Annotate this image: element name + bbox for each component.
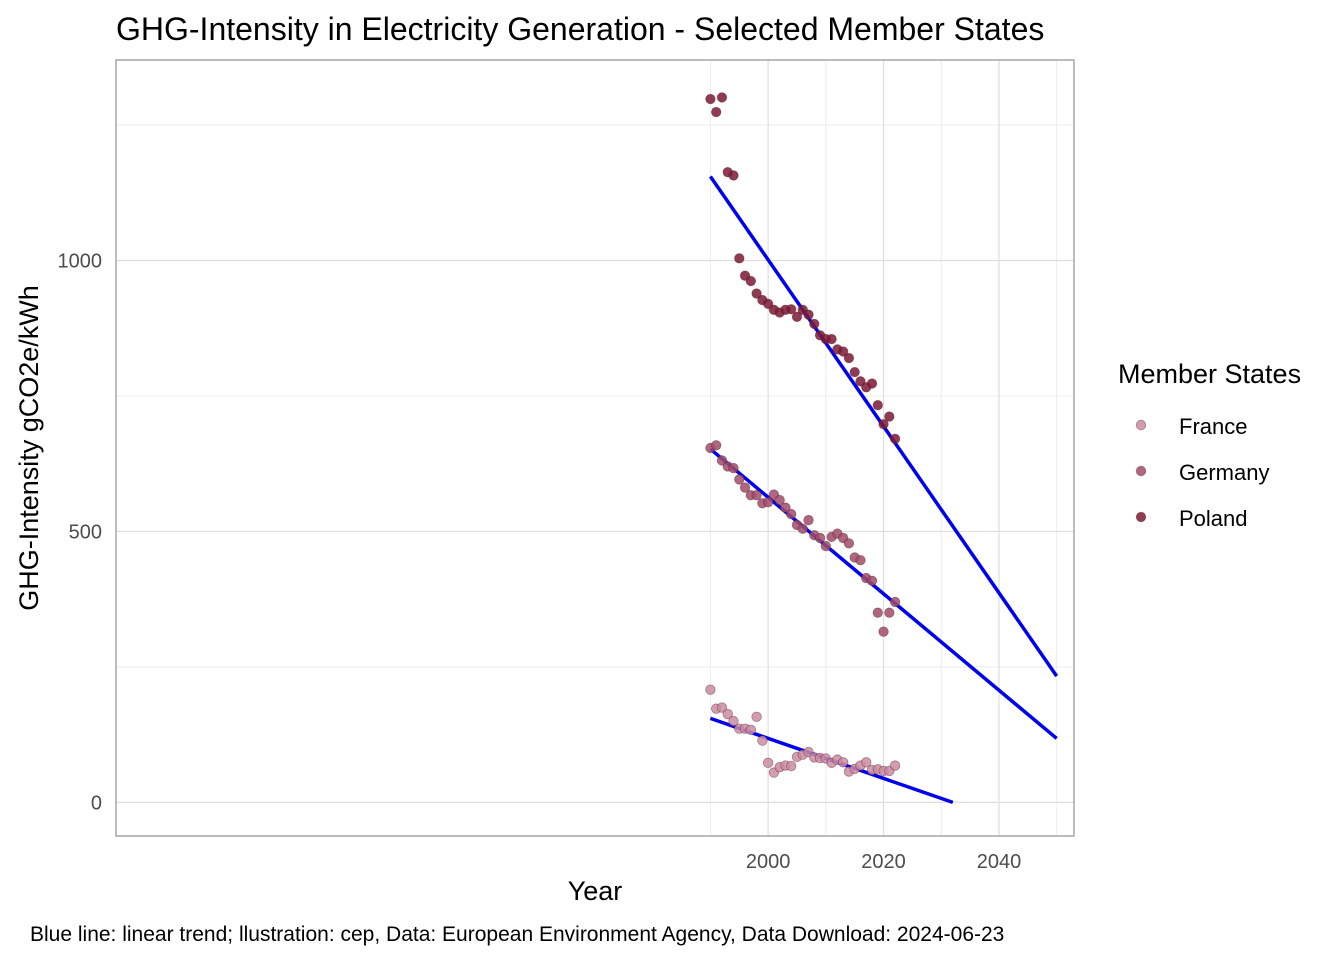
data-point	[751, 489, 762, 501]
data-point	[855, 376, 866, 387]
data-point	[820, 540, 832, 552]
data-point	[786, 304, 797, 315]
panel-border	[115, 59, 1075, 837]
data-point	[722, 708, 733, 720]
y-tick-label: 1000	[58, 251, 103, 273]
data-point	[878, 418, 889, 430]
data-point	[786, 760, 797, 772]
data-point	[855, 554, 866, 566]
data-point	[728, 170, 739, 181]
data-point	[745, 275, 757, 287]
x-tick-label: 2020	[861, 851, 906, 873]
chart-caption: Blue line: linear trend; llustration: ce…	[30, 923, 1004, 946]
series-france	[705, 684, 901, 778]
data-point	[849, 366, 860, 378]
legend-key-france	[1135, 419, 1147, 431]
x-axis-ticks: 2000 2020 2040	[746, 851, 1021, 873]
data-point	[745, 724, 757, 735]
data-point	[866, 378, 878, 389]
data-point	[716, 702, 728, 713]
data-point	[889, 596, 901, 608]
data-point	[751, 711, 762, 722]
legend-key-germany	[1135, 465, 1147, 477]
data-point	[780, 502, 791, 513]
data-point	[705, 93, 716, 105]
data-point	[728, 715, 739, 727]
data-point	[739, 482, 751, 493]
data-point	[803, 514, 814, 526]
data-point	[826, 333, 837, 345]
legend-label-poland: Poland	[1179, 506, 1248, 531]
data-point	[757, 735, 768, 746]
data-point	[751, 288, 762, 299]
data-point	[705, 684, 716, 695]
x-tick-label: 2000	[746, 851, 791, 873]
data-point	[786, 508, 797, 520]
data-point	[872, 399, 883, 411]
data-point	[791, 311, 803, 323]
data-point	[843, 352, 855, 364]
chart-title: GHG-Intensity in Electricity Generation …	[116, 11, 1044, 47]
data-point	[728, 462, 739, 474]
data-point	[762, 757, 774, 769]
legend-label-france: France	[1179, 414, 1247, 439]
data-point	[716, 455, 728, 466]
data-point	[809, 318, 820, 330]
legend-key-poland	[1135, 511, 1147, 523]
legend-title: Member States	[1118, 359, 1301, 389]
data-point	[710, 106, 722, 118]
data-point	[837, 346, 849, 357]
data-point	[734, 474, 745, 485]
series-germany	[705, 440, 901, 637]
data-point	[837, 757, 849, 768]
data-point	[884, 411, 895, 422]
data-point	[889, 760, 901, 771]
trend-line-germany	[709, 447, 1058, 740]
data-point	[716, 92, 728, 103]
y-axis-ticks: 0 500 1000	[58, 251, 103, 815]
data-points	[705, 92, 901, 778]
data-point	[889, 433, 901, 444]
data-point	[803, 309, 814, 320]
legend-label-germany: Germany	[1179, 460, 1269, 485]
data-point	[710, 440, 722, 451]
data-point	[884, 607, 895, 618]
data-point	[762, 496, 774, 508]
data-point	[878, 626, 889, 637]
data-point	[861, 757, 872, 768]
data-point	[843, 538, 855, 549]
data-point	[762, 298, 774, 310]
data-point	[872, 607, 883, 618]
data-point	[814, 532, 826, 544]
grid	[116, 60, 1074, 836]
data-point	[734, 253, 745, 264]
y-tick-label: 0	[91, 792, 102, 814]
data-point	[866, 575, 878, 586]
x-tick-label: 2040	[977, 851, 1022, 873]
y-tick-label: 500	[69, 521, 102, 543]
y-axis-title: GHG-Intensity gCO2e/kWh	[14, 285, 44, 611]
data-point	[774, 494, 785, 506]
x-axis-title: Year	[568, 876, 623, 906]
data-point	[797, 523, 808, 534]
series-poland	[705, 92, 901, 444]
legend: Member States France Germany Poland	[1118, 359, 1301, 531]
